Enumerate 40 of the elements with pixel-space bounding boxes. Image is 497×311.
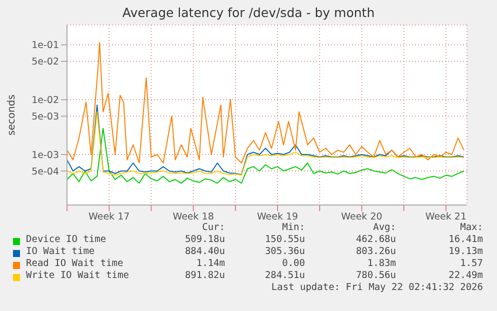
y-tick-label: 5e-02 bbox=[32, 56, 59, 68]
text: 1.57 bbox=[459, 258, 483, 269]
chart-title: Average latency for /dev/sda - by month bbox=[121, 5, 376, 20]
y-tick-label: 1e-01 bbox=[32, 40, 59, 52]
text: 1.83m bbox=[366, 258, 396, 269]
text: Max: bbox=[459, 222, 483, 233]
legend-label: Write IO Wait time bbox=[26, 270, 129, 281]
text: 1.14m bbox=[195, 258, 225, 269]
text: 884.40u bbox=[184, 246, 225, 257]
y-axis-title: seconds bbox=[6, 94, 18, 136]
x-tick-label: Week 20 bbox=[341, 212, 382, 223]
x-tick-label: Week 21 bbox=[425, 212, 467, 223]
text: 803.26u bbox=[354, 246, 396, 257]
text: 305.36u bbox=[264, 246, 305, 257]
text: 780.56u bbox=[354, 270, 396, 281]
line-series bbox=[67, 128, 464, 184]
x-tick-label: Week 17 bbox=[88, 212, 130, 223]
x-tick-label: Week 19 bbox=[256, 212, 298, 223]
text: 284.51u bbox=[264, 270, 305, 281]
text: 0.00 bbox=[281, 258, 305, 269]
y-tick-label: 1e-03 bbox=[32, 150, 59, 161]
text: Cur: bbox=[201, 222, 225, 233]
y-tick-label: 5e-03 bbox=[32, 112, 59, 123]
text: 22.49m bbox=[448, 270, 483, 281]
legend-label: Device IO time bbox=[26, 234, 106, 245]
y-tick-label: 5e-04 bbox=[32, 166, 59, 178]
legend-label: IO Wait time bbox=[26, 246, 95, 257]
text: 150.55u bbox=[264, 234, 305, 245]
text: Min: bbox=[281, 222, 305, 233]
text: 891.82u bbox=[184, 270, 225, 281]
y-tick-label: 1e-02 bbox=[32, 95, 59, 106]
text: Last update: Fri May 22 02:41:32 2026 bbox=[270, 282, 483, 293]
line-series bbox=[67, 42, 464, 164]
text: 16.41m bbox=[448, 234, 483, 245]
legend-label: Read IO Wait time bbox=[26, 258, 124, 269]
text: 509.18u bbox=[184, 234, 225, 245]
text: Avg: bbox=[372, 222, 396, 233]
text: 462.68u bbox=[354, 234, 396, 245]
text: 19.13m bbox=[448, 246, 483, 257]
x-tick-label: Week 18 bbox=[172, 212, 214, 223]
